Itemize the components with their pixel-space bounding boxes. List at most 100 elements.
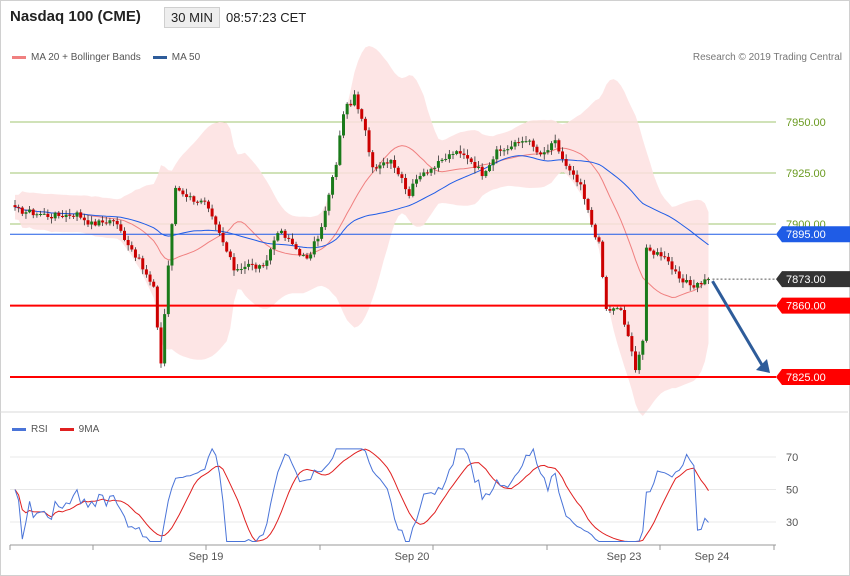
candle-body: [42, 213, 46, 215]
candle: [141, 255, 145, 275]
candle: [612, 307, 616, 315]
candle-body: [316, 238, 320, 242]
candle-body: [68, 214, 72, 216]
candle: [188, 192, 192, 201]
candle-body: [517, 142, 521, 144]
candle-body: [272, 240, 276, 250]
candle-body: [360, 109, 364, 119]
candle: [64, 210, 68, 222]
candle-body: [50, 216, 53, 219]
candle: [630, 332, 634, 357]
timeframe-badge[interactable]: 30 MIN: [164, 7, 220, 28]
candle-body: [440, 159, 444, 162]
candle-body: [312, 241, 316, 255]
candle: [564, 154, 568, 170]
candle: [429, 167, 433, 177]
candle: [203, 197, 207, 206]
candle-body: [279, 230, 283, 234]
candle: [250, 258, 254, 271]
candle-body: [166, 265, 170, 315]
candle: [119, 220, 123, 233]
candle-body: [349, 103, 353, 106]
candle-body: [436, 161, 440, 168]
candle: [535, 144, 539, 155]
candle: [385, 158, 389, 168]
candle-body: [90, 221, 94, 225]
candle-body: [356, 94, 360, 110]
price-label-text-2: 7860.00: [786, 301, 826, 313]
candle: [440, 157, 444, 163]
candle-body: [17, 207, 21, 209]
candle-body: [466, 155, 470, 159]
candle-body: [31, 209, 35, 216]
candle-body: [480, 166, 484, 177]
candle: [108, 217, 112, 226]
candle-body: [433, 167, 437, 169]
legend-item-rsi: RSI: [12, 424, 48, 435]
candle: [265, 255, 269, 270]
candle: [13, 199, 17, 211]
candle-body: [513, 142, 517, 147]
candle-body: [75, 212, 79, 217]
candle: [593, 223, 597, 240]
candle-body: [276, 233, 280, 241]
candle-body: [561, 151, 564, 160]
x-tick-label-1: Sep 20: [395, 551, 430, 563]
candle: [378, 162, 382, 175]
price-label-text-3: 7825.00: [786, 372, 826, 384]
candle: [79, 209, 83, 220]
candle: [316, 235, 320, 247]
candle: [462, 148, 466, 159]
candle-body: [250, 263, 254, 265]
candle-body: [334, 164, 338, 178]
ma50-line: [14, 155, 709, 249]
candle-body: [243, 266, 247, 270]
candle: [528, 139, 532, 146]
candle: [46, 209, 50, 220]
rsi-tick-label-0: 70: [786, 452, 798, 464]
candle: [192, 195, 196, 205]
copyright-text: Research © 2019 Trading Central: [692, 52, 842, 63]
candle: [615, 306, 619, 310]
candle: [546, 144, 550, 155]
candle-body: [342, 114, 345, 136]
legend-item-ma50: MA 50: [152, 52, 200, 63]
candle-body: [236, 269, 240, 271]
candle-body: [79, 212, 83, 218]
candle-body: [64, 214, 68, 218]
candle: [674, 265, 678, 274]
candle-body: [144, 269, 148, 275]
candle: [360, 108, 364, 122]
candle: [115, 217, 119, 229]
candle-body: [239, 269, 243, 271]
candle: [155, 285, 159, 330]
candle: [393, 155, 397, 174]
candle-body: [495, 149, 499, 160]
candle-body: [623, 309, 627, 325]
candle: [404, 173, 408, 195]
candle-body: [506, 149, 510, 151]
candle-body: [174, 187, 178, 225]
candle-body: [447, 154, 451, 159]
candle: [444, 153, 448, 162]
candle-body: [696, 282, 700, 288]
candle: [170, 223, 174, 271]
candle-body: [539, 152, 543, 155]
candle-body: [46, 213, 50, 217]
main-legend: MA 20 + Bollinger Bands MA 50: [12, 52, 212, 63]
candle: [641, 339, 645, 360]
candle: [473, 156, 477, 174]
candle-body: [148, 274, 152, 282]
candle-body: [126, 239, 130, 246]
projection-arrow-head: [756, 359, 770, 373]
candle: [97, 218, 101, 227]
candle: [144, 265, 148, 278]
candle-body: [462, 153, 466, 156]
candle-body: [553, 140, 557, 144]
candle: [685, 274, 689, 284]
candle-body: [681, 278, 685, 283]
candle: [597, 235, 601, 244]
candle-body: [425, 172, 429, 174]
candle-body: [422, 172, 426, 177]
candle: [28, 206, 32, 214]
